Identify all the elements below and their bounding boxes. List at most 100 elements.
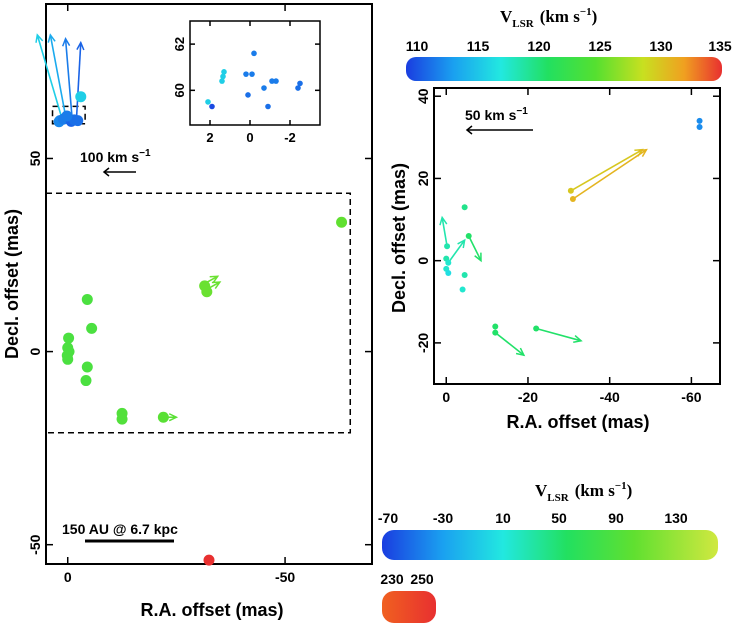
colorbar-bottom-tick: 130: [664, 510, 688, 526]
x-tick-label: 0: [246, 130, 253, 145]
proper-motion-arrowhead: [35, 33, 44, 43]
maser-spot: [221, 69, 227, 75]
right-velocity-scale-label: 50 km s−1: [465, 106, 528, 123]
maser-spot: [461, 204, 468, 211]
maser-spot: [273, 78, 279, 84]
maser-spot: [72, 115, 84, 127]
maser-spot: [63, 332, 75, 344]
maser-spot: [157, 411, 169, 423]
maser-spot: [696, 124, 703, 131]
colorbar-bottom-title: VLSR (km s−1): [535, 480, 632, 504]
maser-spot: [251, 50, 257, 57]
right-y-axis-label: Decl. offset (mas): [389, 163, 409, 313]
zoom-box-large: [45, 192, 352, 434]
right-velocity-scale: 50 km s−1: [465, 106, 533, 135]
maser-spot: [461, 272, 468, 279]
inset-panel: 2 0 -2 60 62: [172, 20, 321, 145]
proper-motion-vector: [468, 235, 482, 262]
maser-spot: [201, 286, 213, 298]
x-tick-label: -20: [518, 389, 538, 405]
proper-motion-arrowhead: [168, 413, 179, 422]
colorbar-bottom-tick: 90: [608, 510, 624, 526]
maser-spot: [75, 91, 87, 103]
x-tick-label: 0: [64, 569, 72, 585]
colorbar-top-gradient: [406, 57, 722, 81]
maser-spot: [243, 71, 249, 77]
y-tick-label: 60: [172, 83, 187, 97]
maser-spot: [205, 99, 211, 105]
maser-spot: [445, 259, 452, 266]
proper-motion-arrowhead: [573, 335, 583, 344]
proper-motion-vector: [570, 148, 643, 192]
left-ticks: 0 -50 -50 0 50: [27, 4, 372, 585]
right-panel: 0 -20 -40 -60 -20 0 20 40 R.A. offset (mas) Dec…: [389, 87, 721, 432]
maser-spot: [696, 117, 703, 124]
maser-spot: [297, 80, 303, 87]
left-x-axis-label: R.A. offset (mas): [140, 600, 283, 620]
x-tick-label: 2: [206, 130, 213, 145]
y-tick-label: 20: [415, 170, 431, 186]
maser-spot: [249, 71, 255, 77]
proper-motion-arrowhead: [474, 252, 482, 263]
y-tick-label: 50: [27, 150, 43, 166]
colorbar-top-tick: 135: [708, 38, 732, 54]
left-velocity-scale: 100 km s−1: [80, 148, 151, 177]
maser-spot: [269, 78, 275, 84]
colorbar-bottom-gradient: [382, 530, 718, 560]
y-tick-label: -50: [27, 534, 43, 554]
maser-spot: [569, 196, 576, 202]
maser-spot: [203, 554, 215, 566]
maser-spot: [62, 353, 74, 365]
proper-motion-vector: [447, 239, 466, 264]
maser-spot: [81, 361, 93, 373]
maser-spot: [445, 270, 452, 276]
x-tick-label: -60: [681, 389, 701, 405]
colorbar-top-tick: 110: [406, 38, 429, 54]
y-tick-label: 40: [415, 88, 431, 104]
maser-spot: [459, 286, 466, 293]
left-velocity-scale-label: 100 km s−1: [80, 148, 151, 165]
left-panel: 0 -50 -50 0 50 R.A. offset (mas) Decl. offse…: [2, 3, 373, 620]
proper-motion-vector: [494, 331, 525, 356]
y-tick-label: 0: [415, 257, 431, 265]
colorbar-top-tick: 115: [467, 38, 490, 54]
left-size-scale-label: 150 AU @ 6.7 kpc: [62, 521, 178, 537]
y-tick-label: 62: [172, 37, 187, 51]
right-plot-frame: [433, 87, 721, 385]
colorbar-bottom: VLSR (km s−1) -70 -30 10 50 90 130: [378, 480, 718, 560]
maser-spot: [261, 85, 267, 91]
proper-motion-arrowhead: [61, 37, 71, 47]
maser-spot: [444, 243, 451, 250]
proper-motion-arrowhead: [515, 347, 526, 357]
proper-motion-arrowhead: [211, 281, 222, 290]
maser-spot: [116, 413, 128, 425]
left-size-scale: 150 AU @ 6.7 kpc: [62, 521, 178, 543]
maser-spot: [86, 322, 98, 334]
maser-spot: [336, 216, 348, 228]
maser-spot: [245, 92, 251, 98]
colorbar-red: 230 250: [380, 571, 436, 623]
colorbar-bottom-tick: -70: [378, 510, 398, 526]
y-tick-label: 0: [27, 347, 43, 355]
colorbar-red-tick: 230: [380, 571, 404, 587]
maser-spot: [80, 375, 92, 387]
right-velocity-scale-arrowhead: [465, 125, 473, 135]
maser-spot: [219, 78, 225, 84]
y-tick-label: -20: [415, 333, 431, 353]
zoom-box-small: [51, 105, 86, 125]
inset-ticks: 2 0 -2 60 62: [172, 21, 320, 145]
proper-motion-arrowhead: [47, 33, 56, 43]
proper-motion-arrowhead: [638, 148, 648, 157]
right-x-axis-label: R.A. offset (mas): [506, 412, 649, 432]
maser-spot: [209, 103, 215, 110]
colorbar-top-tick: 120: [527, 38, 551, 54]
maser-spot: [81, 293, 93, 305]
maser-spot: [465, 233, 472, 239]
maser-spot: [492, 329, 499, 336]
maser-spot: [220, 73, 226, 80]
proper-motion-arrowhead: [76, 40, 85, 51]
proper-motion-vector: [49, 34, 67, 117]
right-marks: [439, 117, 703, 357]
proper-motion-vector: [64, 38, 73, 118]
